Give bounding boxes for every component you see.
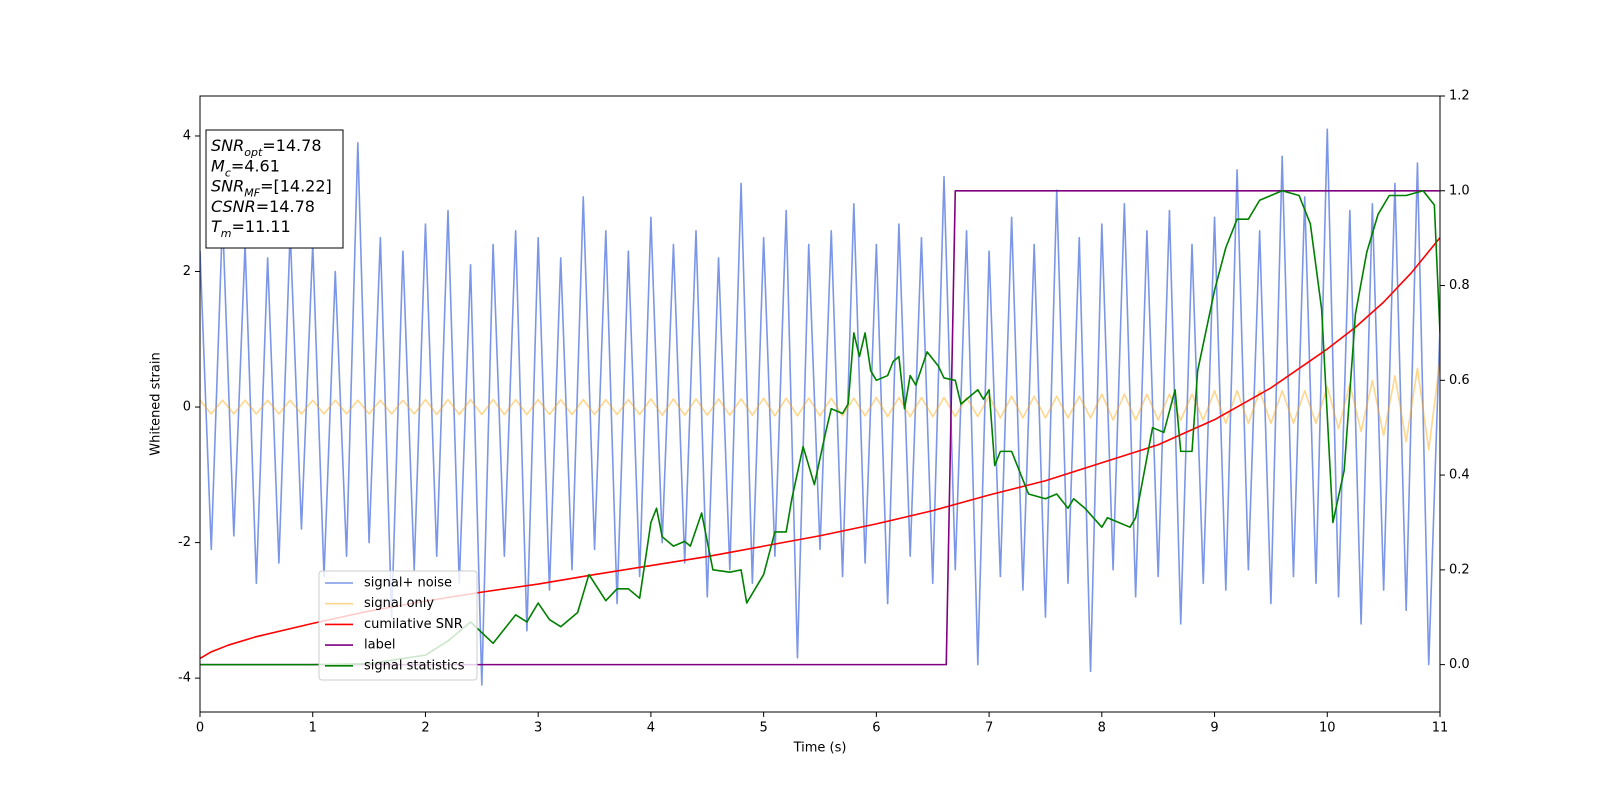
legend-frame	[318, 570, 478, 681]
x-axis-label: Time (s)	[793, 741, 847, 756]
annotation-value: =14.78	[256, 196, 315, 215]
legend: signal+ noise signal only cumilative SNR la…	[318, 570, 478, 681]
y-tick-label: 0	[183, 400, 191, 415]
annotation-box: SNRopt=14.78Mc=4.61SNRMF=[14.22]CSNR=14.…	[205, 129, 344, 249]
x-tick-label: 5	[759, 721, 767, 736]
series-line	[200, 189, 1440, 666]
y2-tick-label: 0.2	[1449, 562, 1470, 577]
x-tick-label: 11	[1432, 721, 1449, 736]
annotation-value: =11.11	[232, 217, 291, 236]
annotation-symbol: M	[211, 156, 225, 175]
legend-label: signal only	[364, 596, 434, 611]
x-tick-label: 2	[421, 721, 429, 736]
x-tick-label: 8	[1098, 721, 1106, 736]
plot-frame	[199, 95, 1441, 713]
annotation-subscript: MF	[244, 186, 260, 199]
x-tick-label: 0	[196, 721, 204, 736]
y-tick-label: -2	[178, 535, 191, 550]
y2-tick-label: 0.0	[1449, 657, 1470, 672]
x-tick-label: 4	[647, 721, 655, 736]
annotation-frame	[205, 129, 344, 249]
annotation-symbol: SNR	[211, 136, 244, 155]
series-line	[200, 128, 1440, 686]
legend-label: label	[364, 638, 395, 653]
y2-tick-label: 0.6	[1449, 373, 1470, 388]
annotation-symbol: SNR	[211, 176, 244, 195]
annotation-text: Mc=4.61	[211, 156, 280, 179]
annotation-text: CSNR=14.78	[211, 196, 315, 215]
y-tick-label: 4	[183, 128, 191, 143]
x-tick-label: 10	[1319, 721, 1336, 736]
y2-tick-label: 0.8	[1449, 278, 1470, 293]
x-tick-label: 6	[872, 721, 880, 736]
y-tick-label: 2	[183, 264, 191, 279]
legend-label: signal+ noise	[364, 576, 452, 591]
legend-label: signal statistics	[364, 658, 465, 673]
annotation-text: Tm=11.11	[211, 217, 291, 240]
y2-tick-label: 1.0	[1449, 183, 1470, 198]
x-tick-label: 7	[985, 721, 993, 736]
y-tick-label: -4	[178, 671, 191, 686]
x-tick-label: 3	[534, 721, 542, 736]
annotation-text: SNRopt=14.78	[211, 136, 322, 159]
annotation-subscript: c	[225, 166, 231, 179]
legend-label: cumilative SNR	[364, 617, 463, 632]
y2-tick-label: 1.2	[1449, 89, 1470, 104]
x-tick-label: 9	[1210, 721, 1218, 736]
annotation-text: SNRMF=[14.22]	[211, 176, 332, 199]
annotation-subscript: m	[221, 227, 232, 240]
annotation-value: =4.61	[231, 156, 280, 175]
annotation-value: =14.78	[262, 136, 321, 155]
x-tick-label: 1	[309, 721, 317, 736]
y-axis-label: Whitened strain	[149, 352, 164, 455]
annotation-symbol: T	[211, 217, 222, 236]
annotation-value: =[14.22]	[260, 176, 332, 195]
annotation-subscript: opt	[244, 146, 263, 159]
series-line	[200, 359, 1440, 451]
series-line	[200, 189, 1440, 666]
y2-tick-label: 0.4	[1449, 468, 1470, 483]
annotation-symbol: CSNR	[211, 196, 256, 215]
